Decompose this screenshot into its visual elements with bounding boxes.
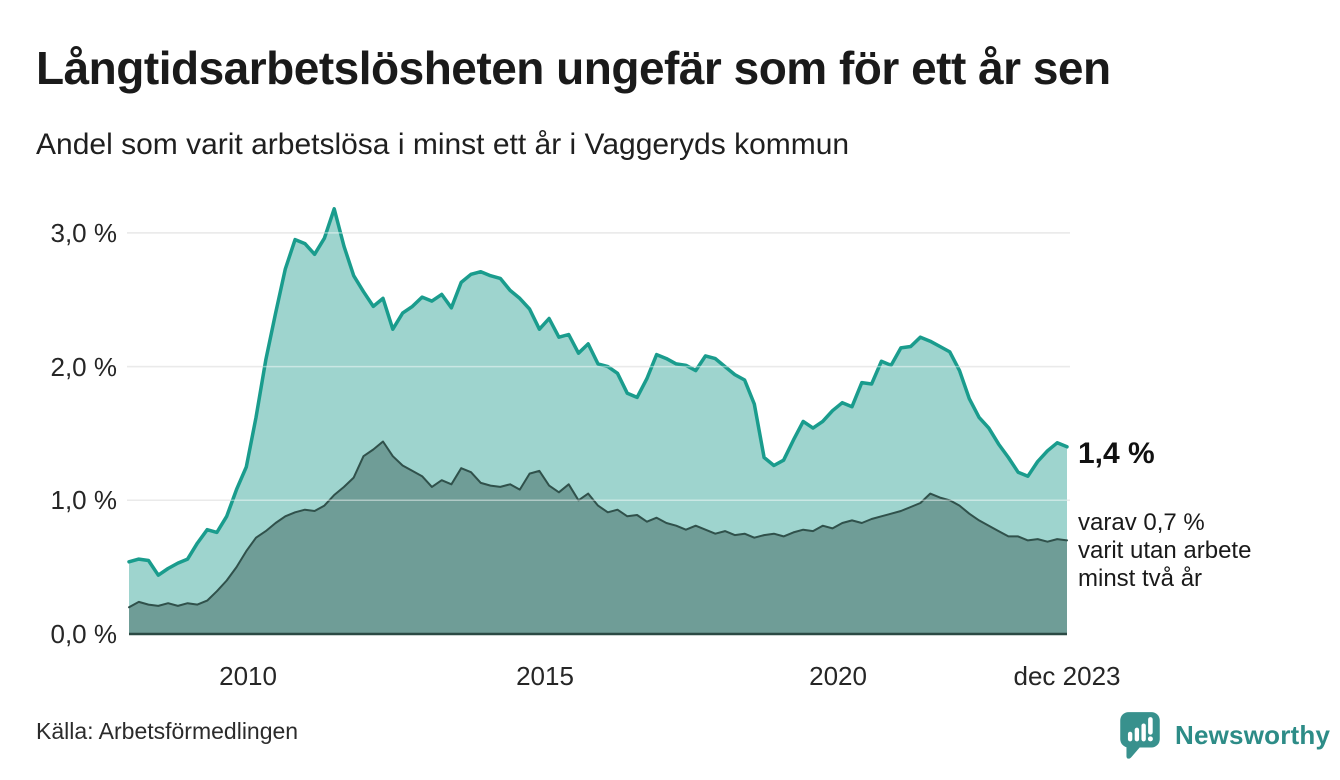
x-axis-tick-2020: 2020 — [809, 661, 867, 691]
y-axis-tick-2: 2,0 % — [50, 351, 118, 382]
x-axis-tick-dec-2023: dec 2023 — [1013, 661, 1121, 691]
source-caption: Källa: Arbetsförmedlingen — [36, 718, 299, 744]
y-axis-tick-3: 3,0 % — [50, 217, 118, 248]
sub-annotation-line-2: varit utan arbete — [1078, 537, 1252, 564]
x-axis-tick-2010: 2010 — [219, 661, 277, 691]
y-axis-tick-0: 0,0 % — [50, 619, 118, 649]
newsworthy-logo-icon — [1120, 712, 1160, 759]
brand-logo: Newsworthy — [1115, 708, 1330, 762]
page-subtitle: Andel som varit arbetslösa i minst ett å… — [36, 128, 850, 161]
y-axis-tick-1: 1,0 % — [50, 485, 118, 516]
sub-annotation-line-1: varav 0,7 % — [1078, 509, 1205, 536]
sub-annotation-line-3: minst två år — [1078, 565, 1203, 592]
page-title: Långtidsarbetslösheten ungefär som för e… — [36, 42, 1111, 94]
brand-logo-text: Newsworthy — [1175, 719, 1331, 750]
series-sub-annotation: varav 0,7 % varit utan arbete minst två … — [1078, 509, 1251, 593]
x-axis-tick-2015: 2015 — [516, 661, 574, 691]
series-end-value-label: 1,4 % — [1078, 437, 1155, 470]
